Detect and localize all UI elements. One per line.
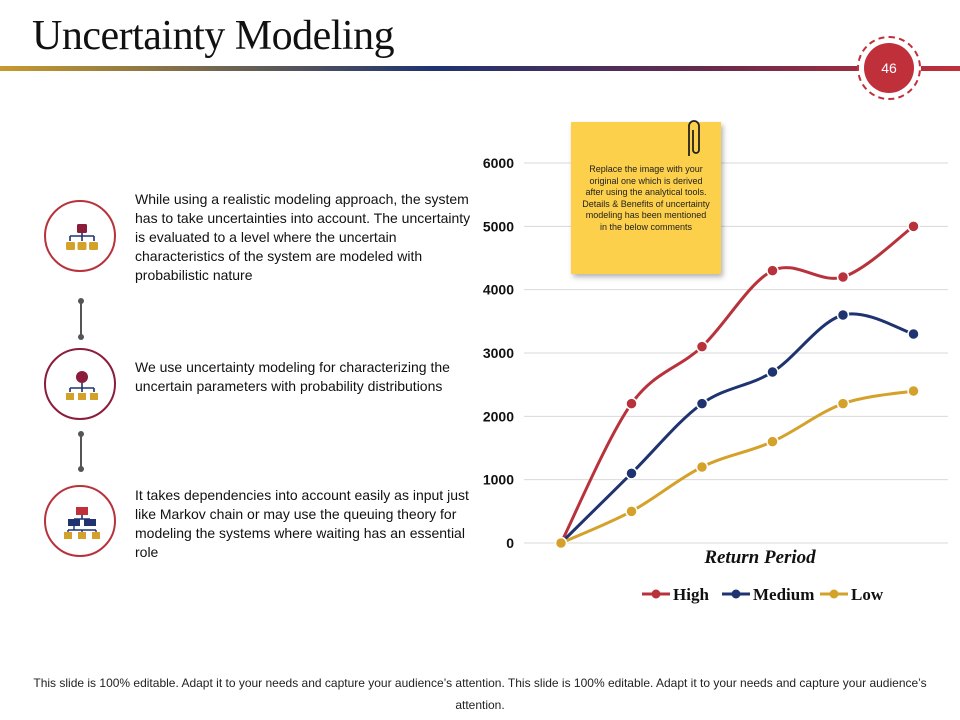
legend-marker-high [651,589,661,599]
connector-line [80,434,82,468]
page-number-badge: 46 [864,43,914,93]
y-tick-label: 1000 [483,472,514,488]
data-point-low [625,505,638,518]
data-point-low [695,460,709,474]
y-tick-label: 4000 [483,282,514,298]
y-tick-label: 5000 [483,218,514,234]
data-point-low [907,384,920,398]
sticky-note: Replace the image with your original one… [571,122,721,274]
x-axis-label: Return Period [703,547,816,568]
data-point-medium [907,327,920,341]
legend-marker-medium [731,589,741,599]
data-point-medium [625,467,638,480]
data-point-high [766,264,779,277]
paperclip-icon [688,120,700,156]
slide-title: Uncertainty Modeling [32,13,395,59]
data-point-high [625,397,638,410]
y-tick-label: 2000 [483,408,514,424]
connector-dot [78,466,84,472]
sticky-note-text: Replace the image with your original one… [582,164,710,232]
y-tick-label: 6000 [483,155,514,171]
item-2-text: We use uncertainty modeling for characte… [135,359,450,394]
data-point-high [695,340,709,353]
item-1-icon-circle [44,200,116,272]
data-point-low [766,435,779,448]
legend-label-low: Low [851,585,884,604]
data-point-low [554,536,568,550]
series-line-medium [559,312,914,545]
legend-marker-low [829,589,839,599]
connector-line [80,301,82,337]
legend-label-medium: Medium [753,585,814,604]
footer-text: This slide is 100% editable. Adapt it to… [33,676,927,712]
data-point-low [836,397,850,410]
title-underline [0,66,960,71]
series-line-low [560,389,914,545]
y-tick-label: 0 [506,535,514,551]
item-3-text: It takes dependencies into account easil… [135,487,469,560]
data-point-medium [766,365,779,379]
item-3-icon-circle [44,485,116,557]
item-2-icon-circle [44,348,116,420]
data-point-medium [695,397,709,410]
org-chart-icon [64,507,100,539]
legend-label-high: High [673,585,709,604]
y-tick-label: 3000 [483,345,514,361]
data-point-high [907,220,920,233]
loss-line-chart: 0100020003000400050006000LossReturn Peri… [483,155,948,604]
hierarchy-icon [66,224,98,250]
connector-dot [78,334,84,340]
data-point-high [836,270,850,284]
data-point-medium [836,308,850,322]
item-1-text: While using a realistic modeling approac… [135,191,471,283]
org-tree-icon [66,371,98,400]
